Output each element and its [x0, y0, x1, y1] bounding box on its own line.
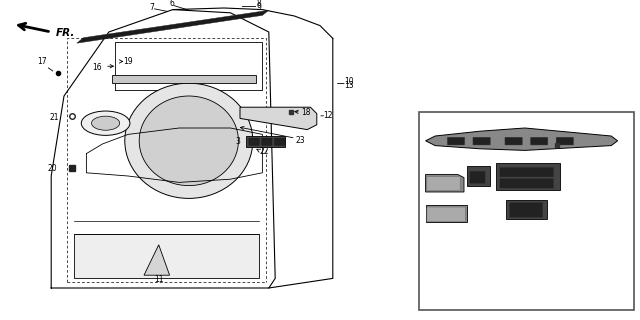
Polygon shape — [467, 166, 490, 186]
Text: 14: 14 — [420, 167, 430, 176]
Text: 11: 11 — [154, 276, 163, 284]
FancyBboxPatch shape — [427, 207, 465, 222]
FancyBboxPatch shape — [249, 138, 259, 145]
Text: FR.: FR. — [56, 28, 75, 38]
Polygon shape — [246, 136, 285, 147]
FancyBboxPatch shape — [427, 177, 460, 191]
Polygon shape — [426, 205, 467, 222]
Text: 7: 7 — [149, 3, 154, 12]
Polygon shape — [240, 107, 317, 130]
Text: 22: 22 — [508, 192, 516, 201]
FancyBboxPatch shape — [500, 179, 554, 188]
Polygon shape — [144, 245, 170, 275]
Polygon shape — [74, 234, 259, 278]
Text: TRW4B3910: TRW4B3910 — [593, 303, 630, 308]
FancyBboxPatch shape — [500, 167, 554, 177]
Text: 18: 18 — [567, 144, 576, 153]
Text: 22: 22 — [552, 224, 561, 233]
Text: 22: 22 — [469, 189, 478, 198]
Text: 16: 16 — [92, 63, 102, 72]
Text: 10: 10 — [344, 77, 354, 86]
Text: 8: 8 — [257, 0, 262, 8]
Text: 22: 22 — [260, 148, 269, 156]
Bar — [419, 112, 634, 310]
Ellipse shape — [125, 83, 253, 198]
FancyBboxPatch shape — [447, 137, 465, 145]
FancyBboxPatch shape — [556, 137, 573, 145]
Polygon shape — [426, 174, 464, 192]
Text: 4: 4 — [422, 221, 428, 230]
Text: 12: 12 — [323, 111, 332, 120]
Text: 17: 17 — [36, 57, 47, 66]
FancyBboxPatch shape — [473, 137, 490, 145]
Text: 13: 13 — [344, 81, 354, 90]
Text: 20: 20 — [47, 164, 58, 173]
FancyBboxPatch shape — [470, 171, 485, 183]
Text: 15: 15 — [619, 139, 629, 148]
Text: 22: 22 — [444, 224, 452, 233]
Text: 2: 2 — [563, 169, 568, 178]
Polygon shape — [112, 75, 256, 83]
Text: 21: 21 — [50, 113, 59, 122]
Text: 9: 9 — [257, 3, 262, 12]
FancyBboxPatch shape — [509, 203, 543, 217]
Ellipse shape — [140, 96, 238, 186]
Text: 6: 6 — [169, 0, 174, 8]
Text: 5: 5 — [500, 221, 505, 230]
FancyBboxPatch shape — [505, 137, 522, 145]
Text: 23: 23 — [296, 136, 306, 145]
FancyBboxPatch shape — [275, 138, 285, 145]
Text: 1: 1 — [461, 167, 466, 176]
Text: 19: 19 — [123, 57, 133, 66]
Polygon shape — [426, 128, 618, 150]
FancyBboxPatch shape — [531, 137, 548, 145]
FancyBboxPatch shape — [262, 138, 272, 145]
Circle shape — [81, 111, 130, 135]
Text: 18: 18 — [301, 108, 310, 117]
Circle shape — [92, 116, 120, 130]
Polygon shape — [77, 10, 269, 43]
Polygon shape — [496, 163, 560, 190]
Polygon shape — [506, 200, 547, 219]
Text: 3: 3 — [236, 137, 241, 146]
